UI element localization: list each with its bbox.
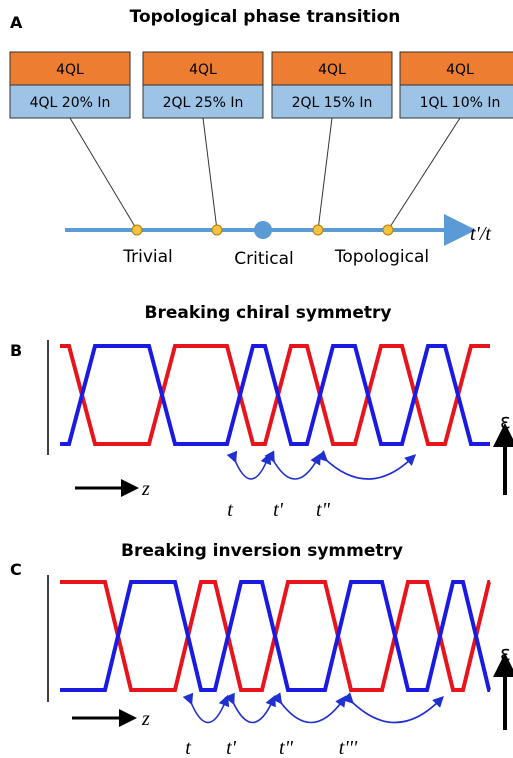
panel-title: Breaking inversion symmetry [121,541,403,561]
hopping-arc [226,450,272,480]
panel-label: C [10,560,22,579]
hopping-arc [271,692,347,724]
phase-label: Trivial [122,247,173,267]
box-bottom [271,84,393,119]
connector [202,117,218,231]
panel-label: B [10,341,22,360]
box-text: 4QL [189,62,217,78]
dot [211,224,223,236]
dot [382,224,394,236]
hopping-label: t' [226,737,237,758]
energy-label: ε [500,409,511,433]
red-band [60,344,490,446]
box-text: 2QL 25% In [163,95,244,111]
box-text: 4QL [56,62,84,78]
hopping-label: t' [273,499,284,521]
hopping-arc [224,692,276,724]
hopping-arc [342,692,444,724]
z-label: z [141,708,150,730]
box-top [142,51,264,86]
blue-band [60,580,491,692]
box-text: 2QL 15% In [292,95,373,111]
box-bottom [399,84,513,119]
connector [69,117,138,231]
box-text: 4QL 20% In [30,95,111,111]
box-text: 4QL [446,62,474,78]
box-bottom [142,84,264,119]
panel-title: Breaking chiral symmetry [144,303,391,323]
phase-label: Topological [334,247,429,267]
connector [317,117,333,231]
box-text: 4QL [318,62,346,78]
hopping-arc [182,692,230,724]
dot [312,224,324,236]
panel-title: Topological phase transition [130,7,401,27]
axis-label: t'/t [470,223,491,245]
hopping-arc [316,450,417,480]
connector [387,117,461,231]
hopping-arc [264,450,321,480]
box-bottom [9,84,131,119]
box-text: 1QL 10% In [420,95,501,111]
z-label: z [141,478,150,500]
hopping-label: t" [316,499,331,521]
hopping-label: t" [279,737,294,758]
dot [131,224,143,236]
red-band [60,580,491,692]
critical-dot [254,221,272,239]
hopping-label: t [227,499,233,521]
box-top [399,51,513,86]
phase-label: Critical [234,249,293,269]
box-top [271,51,393,86]
blue-band [60,344,490,446]
panel-label: A [10,13,23,32]
energy-label: ε [500,641,511,665]
hopping-label: t''' [339,737,358,758]
hopping-label: t [185,737,191,758]
